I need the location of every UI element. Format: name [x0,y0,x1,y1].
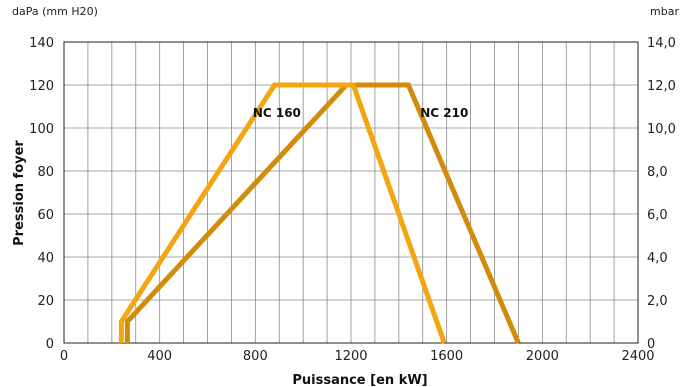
x-tick-label: 400 [147,349,172,364]
y-left-tick-label: 100 [29,122,54,137]
y-left-tick-label: 40 [37,251,54,266]
x-tick-label: 0 [60,349,68,364]
y-right-tick-label: 4,0 [647,251,668,266]
x-tick-label: 1600 [430,349,463,364]
x-tick-label: 1200 [334,349,367,364]
y-right-tick-label: 12,0 [647,79,676,94]
y-right-tick-label: 10,0 [647,122,676,137]
y-left-tick-label: 0 [46,337,54,352]
y-right-tick-label: 2,0 [647,294,668,309]
grid [64,42,638,343]
y-right-tick-label: 8,0 [647,165,668,180]
y-left-tick-label: 60 [37,208,54,223]
x-tick-label: 2000 [526,349,559,364]
tick-labels: 0 400 800 1200 1600 2000 240002040608010012014… [29,36,676,364]
x-tick-label: 800 [243,349,268,364]
x-axis-title: Puissance [en kW] [292,373,427,387]
y-right-tick-label: 14,0 [647,36,676,51]
y-left-unit-label: daPa (mm H20) [12,5,98,18]
y-left-tick-label: 140 [29,36,54,51]
series-label-nc-160: NC 160 [253,106,301,120]
y-right-tick-label: 0 [647,337,655,352]
y-right-tick-label: 6,0 [647,208,668,223]
y-left-tick-label: 20 [37,294,54,309]
y-right-unit-label: mbar [650,5,679,18]
y-left-tick-label: 80 [37,165,54,180]
series-label-nc-210: NC 210 [420,106,468,120]
series-layer: NC 160 NC 210 [118,82,521,344]
x-tick-label: 2400 [621,349,654,364]
plot-frame [63,41,639,344]
series-line-nc-160 [118,82,447,344]
y-left-tick-label: 120 [29,79,54,94]
y-axis-title: Pression foyer [12,140,27,246]
